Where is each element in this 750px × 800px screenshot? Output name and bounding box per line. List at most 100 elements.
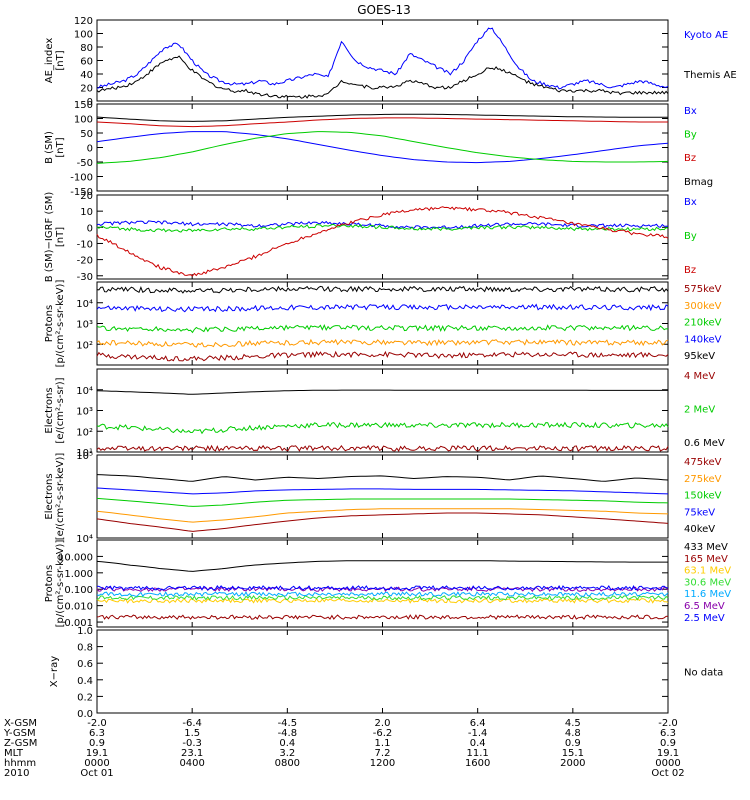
panel-ae: 120 100 80 60 40 20 0 AE_index [nT] Kyoto AE Themi…: [44, 16, 737, 108]
series-line-95kev: [96, 285, 669, 294]
orbit-row-label: Z-GSM: [4, 738, 37, 749]
legend-label: Bz: [684, 265, 696, 276]
series-line-4-mev: [96, 444, 669, 452]
series-line-140kev: [96, 303, 669, 313]
y-tick-label: -30: [77, 272, 93, 283]
orbit-cell: 19.1: [657, 748, 679, 759]
y-tick-label: -20: [77, 256, 93, 267]
y-axis-label: Protons: [44, 565, 55, 602]
legend-label: 433 MeV: [684, 542, 728, 553]
y-axis-label: [nT]: [55, 50, 66, 70]
orbit-cell: 6.3: [89, 728, 105, 739]
y-tick-label: 20: [80, 191, 93, 202]
legend-label: 2.5 MeV: [684, 613, 725, 624]
panel-frame: [96, 629, 669, 714]
series-line-275kev: [96, 508, 669, 523]
y-tick-label: 100: [74, 115, 93, 126]
orbit-cell: 6.4: [470, 718, 486, 729]
series-line-150kev: [96, 497, 669, 507]
legend-label: 300keV: [684, 301, 722, 312]
series-line-475kev: [96, 512, 669, 532]
y-tick-label: 0.100: [64, 585, 93, 596]
orbit-cell: -4.5: [278, 718, 298, 729]
y-tick-label: 0: [87, 97, 93, 108]
legend-label: 75keV: [684, 507, 715, 518]
y-tick-label: 0: [87, 223, 93, 234]
legend-label: 165 MeV: [684, 554, 728, 565]
orbit-cell: -0.3: [182, 738, 202, 749]
y-axis-label: [p/(cm²-s-sr-keV)]: [55, 280, 66, 368]
legend-label: Themis AE: [683, 70, 737, 81]
series-line-63.1-mev: [96, 597, 669, 604]
y-tick-label: -10: [77, 239, 93, 250]
y-axis-label: X−ray: [49, 656, 60, 687]
y-axis-label: [e/(cm²-s-sr)]: [55, 377, 66, 443]
legend-label: Bz: [684, 153, 696, 164]
series-line-kyoto-ae: [96, 27, 669, 90]
series-line-40kev: [96, 474, 669, 482]
panel-frame: [96, 194, 669, 280]
plot-title: GOES-13: [357, 3, 411, 17]
panel-frame: [96, 281, 669, 366]
y-tick-label: 50: [80, 129, 93, 140]
orbit-row-label: Y-GSM: [3, 728, 36, 739]
orbit-table: X-GSMY-GSMZ-GSMMLThhmm2010-2.06.30.919.1…: [3, 718, 685, 779]
y-axis-label: AE_index: [44, 38, 55, 84]
legend-label: 40keV: [684, 524, 715, 535]
legend-label: 30.6 MeV: [684, 577, 731, 588]
orbit-cell: 4.8: [565, 728, 581, 739]
legend-label: 150keV: [684, 491, 722, 502]
orbit-cell: 0.9: [660, 738, 676, 749]
orbit-cell: 1.5: [184, 728, 200, 739]
legend-label: 95keV: [684, 351, 715, 362]
y-tick-label: -100: [70, 173, 93, 184]
orbit-cell: 6.3: [660, 728, 676, 739]
y-tick-label: 0.2: [77, 692, 93, 703]
legend-label: 575keV: [684, 284, 722, 295]
y-tick-label: 10.000: [58, 552, 93, 563]
legend-label: Bx: [684, 106, 697, 117]
legend-label: Bx: [684, 197, 697, 208]
orbit-cell: 15.1: [562, 748, 584, 759]
legend-label: 63.1 MeV: [684, 566, 731, 577]
orbit-row-label: X-GSM: [4, 718, 37, 729]
series-line-themis-ae: [96, 55, 669, 99]
y-tick-label: 10²: [76, 340, 93, 351]
legend-label: 140keV: [684, 334, 722, 345]
orbit-cell: 7.2: [375, 748, 391, 759]
panel-frame: [96, 539, 669, 628]
orbit-cell: 2.0: [375, 718, 391, 729]
orbit-cell: 0.9: [89, 738, 105, 749]
orbit-cell: 3.2: [279, 748, 295, 759]
orbit-cell: 2000: [560, 758, 585, 769]
orbit-row-label: MLT: [4, 748, 24, 759]
series-line-by: [96, 223, 669, 233]
y-tick-label: -50: [77, 158, 93, 169]
series-line-bx: [96, 220, 669, 230]
y-tick-label: 10⁴: [76, 299, 93, 310]
series-line-11.6-mev: [96, 591, 669, 597]
y-tick-label: 0.6: [77, 659, 93, 670]
legend-label: By: [684, 231, 697, 242]
series-line-433-mev: [96, 560, 668, 572]
panel-b: 150 100 50 0 -50 -100 -150 B (SM) [nT] Bx By Bz Bmag: [44, 100, 713, 198]
legend-label: 6.5 MeV: [684, 601, 725, 612]
legend-label: 0.6 MeV: [684, 438, 725, 449]
orbit-row-label: 2010: [4, 768, 29, 779]
y-tick-label: 40: [80, 70, 93, 81]
legend-label: By: [684, 130, 697, 141]
y-tick-label: 10⁴: [76, 386, 93, 397]
panel-frame: [96, 454, 669, 539]
orbit-row-label: hhmm: [4, 758, 36, 769]
series-line-bmag: [96, 113, 668, 122]
y-tick-label: 10⁵: [76, 451, 93, 462]
y-tick-label: 1.0: [77, 626, 93, 637]
y-tick-label: 60: [80, 57, 93, 68]
y-axis-label: B (SM)−IGRF (SM): [44, 192, 55, 283]
series-line-by: [96, 131, 669, 164]
y-tick-label: 20: [80, 84, 93, 95]
y-axis-label: [p/(cm²-s-sr-keV)]: [55, 540, 66, 628]
panel-xray: 1.0 0.8 0.6 0.4 0.2 0.0 X−ray No data: [49, 626, 723, 720]
y-tick-label: 10: [80, 207, 93, 218]
y-tick-label: 0.8: [77, 643, 93, 654]
